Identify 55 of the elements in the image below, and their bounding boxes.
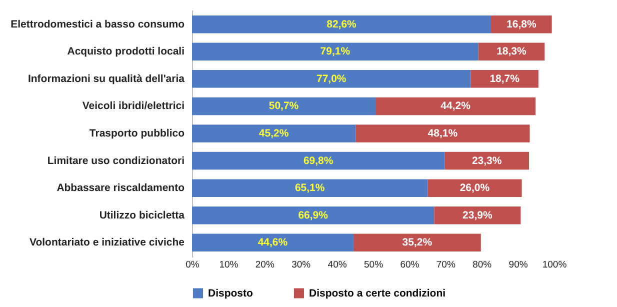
- data-label: 66,9%: [298, 209, 329, 222]
- data-label: 26,0%: [460, 182, 490, 194]
- y-tick-label: Utilizzo bicicletta: [99, 209, 185, 222]
- data-label: 65,1%: [294, 182, 326, 194]
- bar: [428, 179, 522, 197]
- x-tick-label: 40%: [328, 260, 348, 270]
- bar: [192, 97, 376, 116]
- x-tick-label: 80%: [472, 260, 492, 270]
- legend-label: Disposto: [208, 287, 253, 300]
- bar: [356, 124, 530, 142]
- data-label: 69,8%: [303, 154, 334, 167]
- data-label: 16,8%: [506, 18, 537, 30]
- bar: [376, 97, 536, 116]
- bar: [444, 152, 530, 170]
- data-label: 45,2%: [258, 128, 290, 140]
- data-label: 82,6%: [326, 18, 358, 30]
- data-label: 44,6%: [258, 236, 288, 249]
- legend-label: Disposto a certe condizioni: [309, 287, 446, 300]
- x-tick-label: 50%: [364, 260, 384, 270]
- x-tick-label: 60%: [400, 260, 420, 270]
- x-tick-label: 100%: [542, 260, 568, 270]
- y-tick-label: Informazioni su qualità dell'aria: [28, 72, 185, 85]
- data-label: 44,2%: [440, 100, 472, 112]
- bar: [470, 70, 538, 88]
- x-tick-label: 30%: [292, 260, 312, 270]
- data-label: 79,1%: [320, 46, 351, 58]
- bar: [192, 42, 478, 60]
- bar: [192, 124, 356, 142]
- x-tick-label: 70%: [436, 260, 456, 270]
- data-label: 23,3%: [472, 154, 502, 167]
- y-tick-label: Trasporto pubblico: [89, 128, 184, 140]
- y-tick-label: Veicoli ibridi/elettrici: [82, 100, 185, 112]
- data-label: 35,2%: [402, 236, 433, 249]
- y-tick-label: Acquisto prodotti locali: [67, 46, 185, 58]
- bar: [353, 234, 481, 252]
- data-label: 18,7%: [490, 72, 520, 85]
- data-label: 48,1%: [428, 128, 458, 140]
- bar: [192, 70, 471, 88]
- bar: [192, 179, 428, 197]
- x-tick-label: 10%: [219, 260, 239, 270]
- data-label: 23,9%: [462, 209, 493, 222]
- data-label: 18,3%: [496, 46, 528, 58]
- y-tick-label: Abbassare riscaldamento: [56, 182, 184, 194]
- x-tick-label: 20%: [255, 260, 275, 270]
- bar: [192, 234, 354, 252]
- x-tick-label: 0%: [186, 260, 200, 270]
- bar: [192, 206, 434, 224]
- x-tick-label: 90%: [508, 260, 528, 270]
- y-tick-label: Elettrodomestici a basso consumo: [10, 18, 184, 30]
- data-label: 77,0%: [316, 72, 347, 85]
- bar: [192, 152, 445, 170]
- y-tick-label: Limitare uso condizionatori: [47, 154, 185, 167]
- bar: [192, 15, 492, 34]
- data-label: 50,7%: [268, 100, 300, 112]
- y-tick-label: Volontariato e iniziative civiche: [29, 236, 185, 249]
